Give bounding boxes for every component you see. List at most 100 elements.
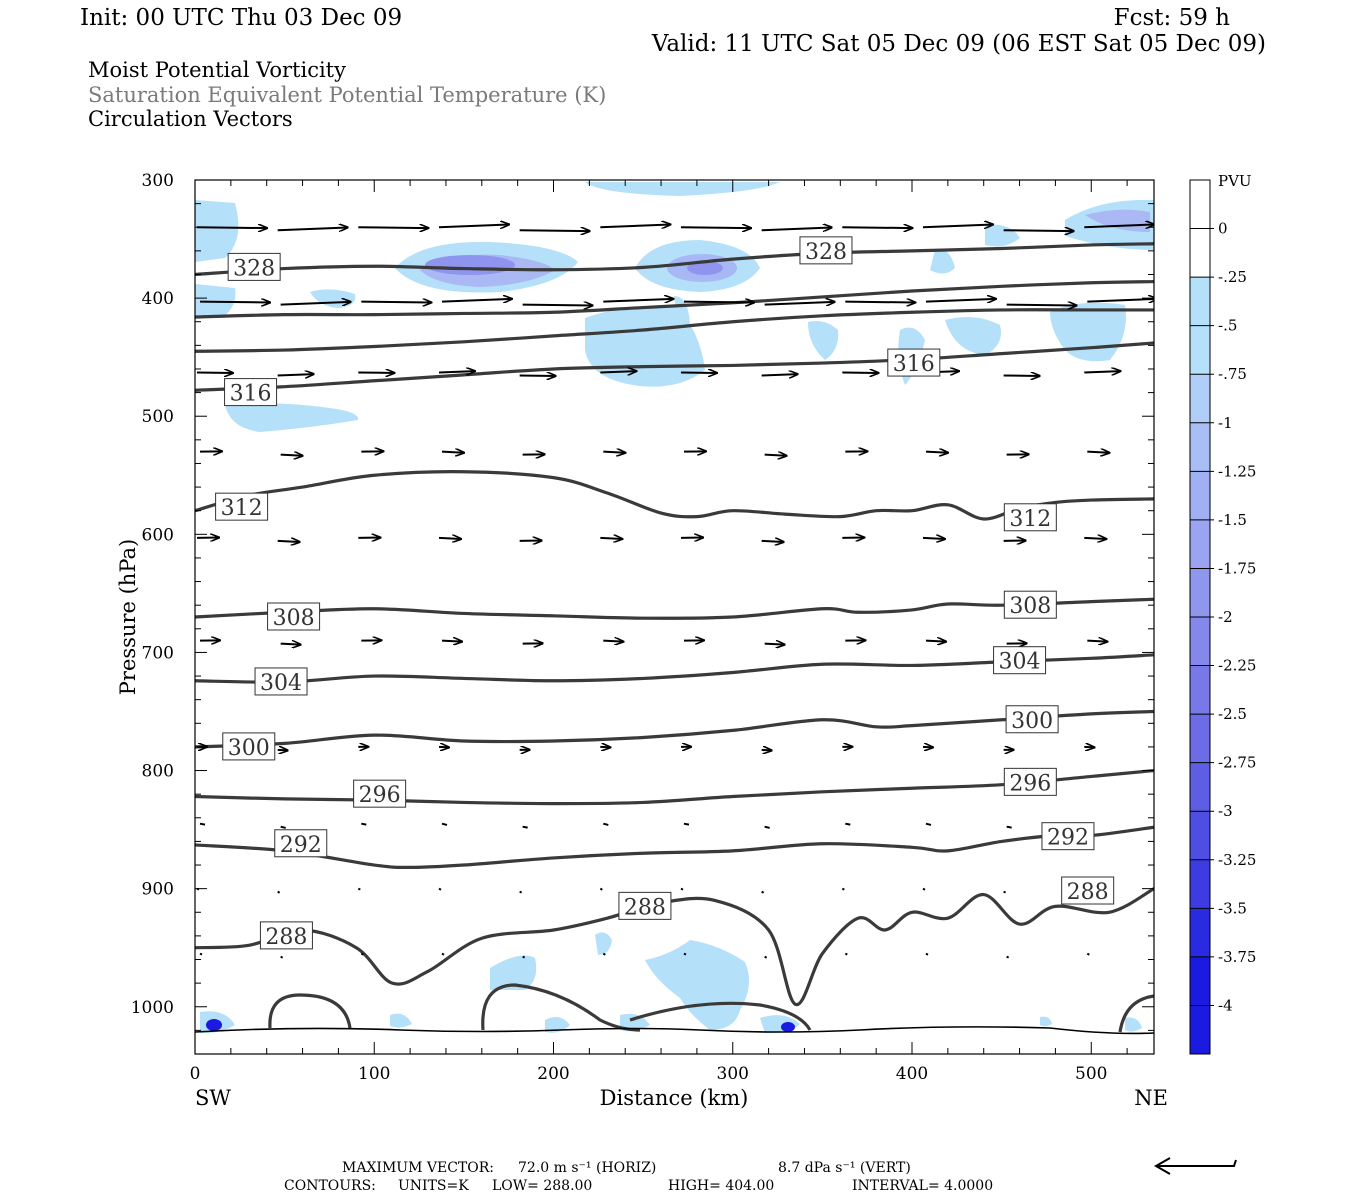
colorbar-swatch xyxy=(1190,519,1210,569)
colorbar-swatch xyxy=(1190,471,1210,521)
colorbar-swatch xyxy=(1190,228,1210,278)
contour-label: 300 xyxy=(222,732,276,761)
wind-vector xyxy=(844,952,848,956)
colorbar-swatch xyxy=(1190,665,1210,715)
wind-vector xyxy=(680,887,684,891)
contour-low: LOW= 288.00 xyxy=(492,1178,592,1194)
wind-vector xyxy=(522,825,528,829)
x-tick-label: 300 xyxy=(717,1064,749,1084)
contour-interval: INTERVAL= 4.0000 xyxy=(852,1178,993,1194)
contour-line-288 xyxy=(195,887,1154,1006)
max-vector-horiz: 72.0 m s⁻¹ (HORIZ) xyxy=(518,1160,656,1176)
contour-label-text: 288 xyxy=(265,925,307,950)
wind-vector xyxy=(925,299,996,302)
wind-vector xyxy=(522,955,526,959)
wind-vector xyxy=(361,302,431,303)
contour-line-316 xyxy=(195,341,1154,392)
wind-vector xyxy=(1006,955,1010,959)
y-tick-label: 900 xyxy=(142,880,174,900)
wind-vector xyxy=(761,541,784,542)
wind-vector xyxy=(764,955,768,959)
pv-region xyxy=(225,403,359,432)
colorbar-label: -.25 xyxy=(1218,268,1247,286)
pv-region xyxy=(760,1015,800,1034)
wind-vector xyxy=(438,224,509,227)
wind-vector xyxy=(925,952,929,956)
x-tick-label: 400 xyxy=(896,1064,928,1084)
wind-vector xyxy=(277,890,281,894)
pv-region xyxy=(620,1013,650,1032)
contours-label: CONTOURS: xyxy=(284,1178,376,1194)
wind-vector xyxy=(441,952,445,956)
colorbar-label: -2 xyxy=(1218,608,1233,626)
wind-vector xyxy=(761,374,798,375)
contour-high: HIGH= 404.00 xyxy=(668,1178,774,1194)
wind-vector xyxy=(922,224,993,227)
contour-line-surface xyxy=(268,993,352,1029)
wind-vector xyxy=(761,750,772,751)
contour-line-320 xyxy=(195,308,1154,353)
wind-vector xyxy=(841,887,845,891)
wind-vector xyxy=(277,227,348,230)
colorbar-swatch xyxy=(1190,908,1210,958)
pv-region xyxy=(1040,1016,1052,1027)
colorbar-label: -4 xyxy=(1218,996,1233,1014)
wind-vector xyxy=(764,825,770,829)
wind-vector xyxy=(1006,305,1077,306)
max-vector-label: MAXIMUM VECTOR: xyxy=(342,1160,494,1176)
wind-vector xyxy=(1086,952,1090,956)
contour-label-text: 288 xyxy=(1067,880,1109,905)
wind-vector xyxy=(280,955,284,959)
colorbar-label: -2.5 xyxy=(1218,705,1247,723)
pv-region xyxy=(930,249,955,274)
wind-vector xyxy=(680,227,751,228)
circulation-vectors xyxy=(196,224,1154,959)
colorbar-swatch xyxy=(1190,617,1210,667)
wind-vector xyxy=(925,452,948,453)
wind-vector xyxy=(602,952,606,956)
pv-region xyxy=(985,224,1020,247)
y-tick-label: 600 xyxy=(142,525,174,545)
colorbar-swatch xyxy=(1190,568,1210,618)
colorbar-title: PVU xyxy=(1218,172,1252,190)
x-end-label-sw: SW xyxy=(195,1086,231,1110)
wind-vector xyxy=(519,890,523,894)
y-tick-label: 500 xyxy=(142,407,174,427)
wind-vector xyxy=(522,305,593,306)
wind-vector xyxy=(922,538,945,539)
contour-label: 300 xyxy=(1005,705,1059,734)
wind-vector xyxy=(1003,230,1074,231)
contour-label: 292 xyxy=(1041,822,1095,851)
contour-label-text: 328 xyxy=(233,256,275,281)
wind-vector xyxy=(438,887,442,891)
contour-label-text: 308 xyxy=(1009,594,1051,619)
wind-vector xyxy=(280,455,303,456)
wind-vector xyxy=(199,822,206,826)
wind-vector xyxy=(441,452,464,453)
contour-line-surface xyxy=(629,1001,812,1031)
contour-label: 288 xyxy=(618,891,672,920)
wind-vector xyxy=(1084,224,1154,227)
reference-vector-arrow xyxy=(1153,1157,1237,1175)
colorbar-label: -.75 xyxy=(1218,365,1247,383)
x-tick-label: 0 xyxy=(190,1064,201,1084)
contour-label-text: 312 xyxy=(221,496,263,521)
wind-vector xyxy=(280,302,351,305)
wind-vector xyxy=(764,644,785,645)
wind-vector xyxy=(1087,641,1107,642)
x-tick-label: 100 xyxy=(358,1064,390,1084)
wind-vector xyxy=(438,371,475,372)
wind-vector xyxy=(600,224,670,227)
y-tick-label: 800 xyxy=(142,762,174,782)
contour-label: 328 xyxy=(799,236,853,265)
colorbar-swatch xyxy=(1190,374,1210,424)
wind-vector xyxy=(603,641,623,642)
contour-line-324 xyxy=(195,279,1154,319)
pv-region xyxy=(1125,1017,1142,1032)
wind-vector xyxy=(603,822,609,826)
colorbar-label: -3.25 xyxy=(1218,851,1256,869)
wind-vector xyxy=(361,822,367,826)
contour-label: 296 xyxy=(1003,767,1057,796)
wind-vector xyxy=(603,299,673,302)
